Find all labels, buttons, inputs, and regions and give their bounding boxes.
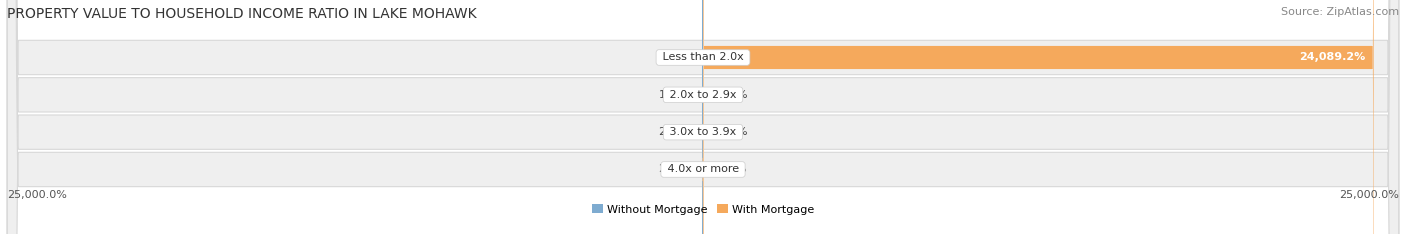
FancyBboxPatch shape bbox=[7, 0, 1399, 234]
Text: 25.4%: 25.4% bbox=[711, 90, 748, 100]
Text: 15.8%: 15.8% bbox=[711, 165, 747, 175]
FancyBboxPatch shape bbox=[703, 0, 1374, 234]
Text: Source: ZipAtlas.com: Source: ZipAtlas.com bbox=[1281, 7, 1399, 17]
Text: PROPERTY VALUE TO HOUSEHOLD INCOME RATIO IN LAKE MOHAWK: PROPERTY VALUE TO HOUSEHOLD INCOME RATIO… bbox=[7, 7, 477, 21]
Text: Less than 2.0x: Less than 2.0x bbox=[659, 52, 747, 62]
Text: 24,089.2%: 24,089.2% bbox=[1299, 52, 1365, 62]
Text: 23.6%: 23.6% bbox=[658, 165, 695, 175]
Text: 24.9%: 24.9% bbox=[658, 127, 695, 137]
Legend: Without Mortgage, With Mortgage: Without Mortgage, With Mortgage bbox=[592, 205, 814, 215]
Text: 3.0x to 3.9x: 3.0x to 3.9x bbox=[666, 127, 740, 137]
Text: 2.0x to 2.9x: 2.0x to 2.9x bbox=[666, 90, 740, 100]
Text: 32.2%: 32.2% bbox=[713, 127, 748, 137]
FancyBboxPatch shape bbox=[7, 0, 1399, 234]
Text: 33.3%: 33.3% bbox=[658, 52, 693, 62]
FancyBboxPatch shape bbox=[7, 0, 1399, 234]
Text: 25,000.0%: 25,000.0% bbox=[1339, 190, 1399, 200]
FancyBboxPatch shape bbox=[7, 0, 1399, 234]
Text: 4.0x or more: 4.0x or more bbox=[664, 165, 742, 175]
Text: 25,000.0%: 25,000.0% bbox=[7, 190, 67, 200]
Text: 18.1%: 18.1% bbox=[659, 90, 695, 100]
